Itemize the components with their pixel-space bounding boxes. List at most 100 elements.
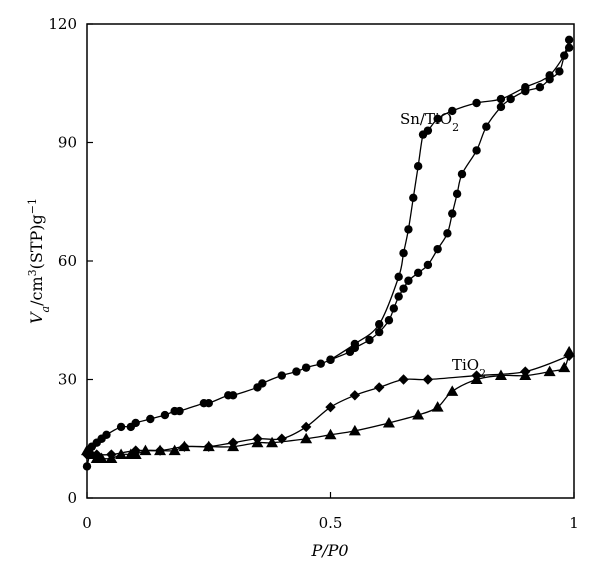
- data-point-diamond: [179, 441, 190, 452]
- data-point-circle: [175, 406, 184, 416]
- data-point-circle: [452, 189, 462, 199]
- data-point-circle: [292, 367, 301, 376]
- data-point-diamond: [349, 390, 361, 401]
- y-tick-label: 30: [58, 371, 77, 389]
- data-point-circle: [277, 371, 286, 380]
- data-point-triangle: [494, 369, 507, 381]
- y-axis-label-unit2: (STP)g: [27, 214, 46, 269]
- x-tick-label: 0: [82, 514, 92, 532]
- data-point-circle: [472, 98, 481, 108]
- data-point-circle: [82, 462, 92, 471]
- data-point-circle: [228, 391, 238, 400]
- data-point-circle: [204, 399, 213, 408]
- data-point-triangle: [266, 436, 279, 448]
- y-axis-label-sub: a: [39, 306, 52, 313]
- data-point-circle: [564, 35, 574, 44]
- y-tick-label: 0: [67, 489, 77, 507]
- series-line-0-adsorption: [86, 39, 570, 467]
- data-point-triangle: [431, 401, 444, 412]
- data-point-diamond: [130, 445, 141, 456]
- y-tick-label: 60: [58, 252, 77, 270]
- data-point-circle: [555, 67, 564, 76]
- data-point-diamond: [563, 350, 575, 361]
- data-point-circle: [443, 229, 452, 238]
- data-point-triangle: [382, 416, 395, 428]
- data-point-circle: [423, 260, 433, 270]
- series-line-0-desorption: [330, 47, 570, 361]
- data-point-circle: [448, 106, 457, 116]
- series-label-tio2-sub: 2: [479, 367, 486, 380]
- data-point-circle: [418, 130, 428, 139]
- data-point-triangle: [168, 444, 181, 456]
- data-point-circle: [404, 276, 413, 285]
- data-point-circle: [535, 83, 545, 92]
- y-tick-label: 120: [48, 15, 77, 33]
- data-point-triangle: [115, 448, 128, 460]
- series-label-sn-tio2: Sn/TiO2: [400, 110, 459, 134]
- x-tick-label: 0.5: [319, 514, 343, 532]
- data-point-triangle: [558, 361, 571, 373]
- data-point-circle: [413, 162, 423, 171]
- data-point-circle: [545, 71, 554, 80]
- data-point-circle: [399, 248, 408, 258]
- data-point-circle: [506, 94, 515, 104]
- data-point-diamond: [154, 445, 166, 456]
- data-point-circle: [316, 359, 325, 368]
- data-point-diamond: [471, 370, 482, 381]
- data-point-diamond: [422, 374, 434, 385]
- data-point-circle: [384, 316, 394, 325]
- series-label-sn-tio2-sub: 2: [452, 121, 459, 134]
- data-point-circle: [457, 169, 467, 179]
- data-point-diamond: [374, 382, 385, 393]
- data-point-diamond: [398, 374, 409, 385]
- data-point-diamond: [520, 366, 531, 377]
- x-axis-label-text: P/P0: [310, 541, 348, 560]
- data-point-circle: [258, 379, 267, 388]
- data-point-circle: [350, 339, 360, 349]
- data-point-circle: [375, 327, 384, 337]
- data-point-triangle: [95, 452, 108, 463]
- data-point-circle: [389, 304, 399, 313]
- data-point-circle: [560, 51, 569, 60]
- data-point-triangle: [139, 444, 152, 456]
- data-point-diamond: [325, 401, 336, 413]
- data-point-circle: [146, 414, 155, 424]
- data-point-diamond: [276, 433, 287, 444]
- data-point-triangle: [348, 424, 361, 436]
- data-point-circle: [116, 422, 126, 432]
- data-point-circle: [448, 209, 457, 218]
- data-point-diamond: [252, 433, 263, 444]
- data-point-circle: [394, 272, 403, 281]
- data-point-circle: [365, 335, 374, 345]
- y-axis-label-sup2: −1: [26, 198, 39, 214]
- axis-ticks: 0 0.5 1 0 30 60 90 120: [48, 15, 578, 532]
- data-point-triangle: [324, 428, 337, 440]
- data-point-circle: [375, 320, 384, 329]
- y-axis-label: Va/cm3(STP)g−1: [26, 198, 52, 324]
- data-point-triangle: [446, 385, 459, 396]
- y-axis-label-sup: 3: [26, 269, 39, 276]
- data-point-diamond: [106, 449, 117, 460]
- y-axis-label-unit: /cm: [27, 276, 46, 306]
- y-axis-label-main: V: [27, 311, 46, 324]
- data-point-circle: [413, 268, 423, 278]
- data-point-diamond: [81, 449, 93, 460]
- data-point-diamond: [227, 437, 239, 448]
- data-point-circle: [496, 102, 506, 112]
- data-point-circle: [394, 292, 403, 301]
- x-axis-label: P/P0: [310, 541, 348, 560]
- data-point-diamond: [203, 441, 214, 452]
- data-point-circle: [564, 43, 574, 52]
- data-point-circle: [521, 83, 530, 92]
- data-point-diamond: [300, 421, 312, 433]
- data-point-diamond: [91, 449, 102, 460]
- data-point-circle: [301, 363, 311, 372]
- series-label-tio2: TiO2: [452, 356, 486, 380]
- data-point-circle: [326, 355, 335, 364]
- data-point-circle: [472, 146, 481, 155]
- data-point-circle: [404, 225, 413, 234]
- data-point-triangle: [543, 365, 556, 377]
- y-tick-label: 90: [58, 134, 77, 152]
- series-markers: [81, 35, 576, 471]
